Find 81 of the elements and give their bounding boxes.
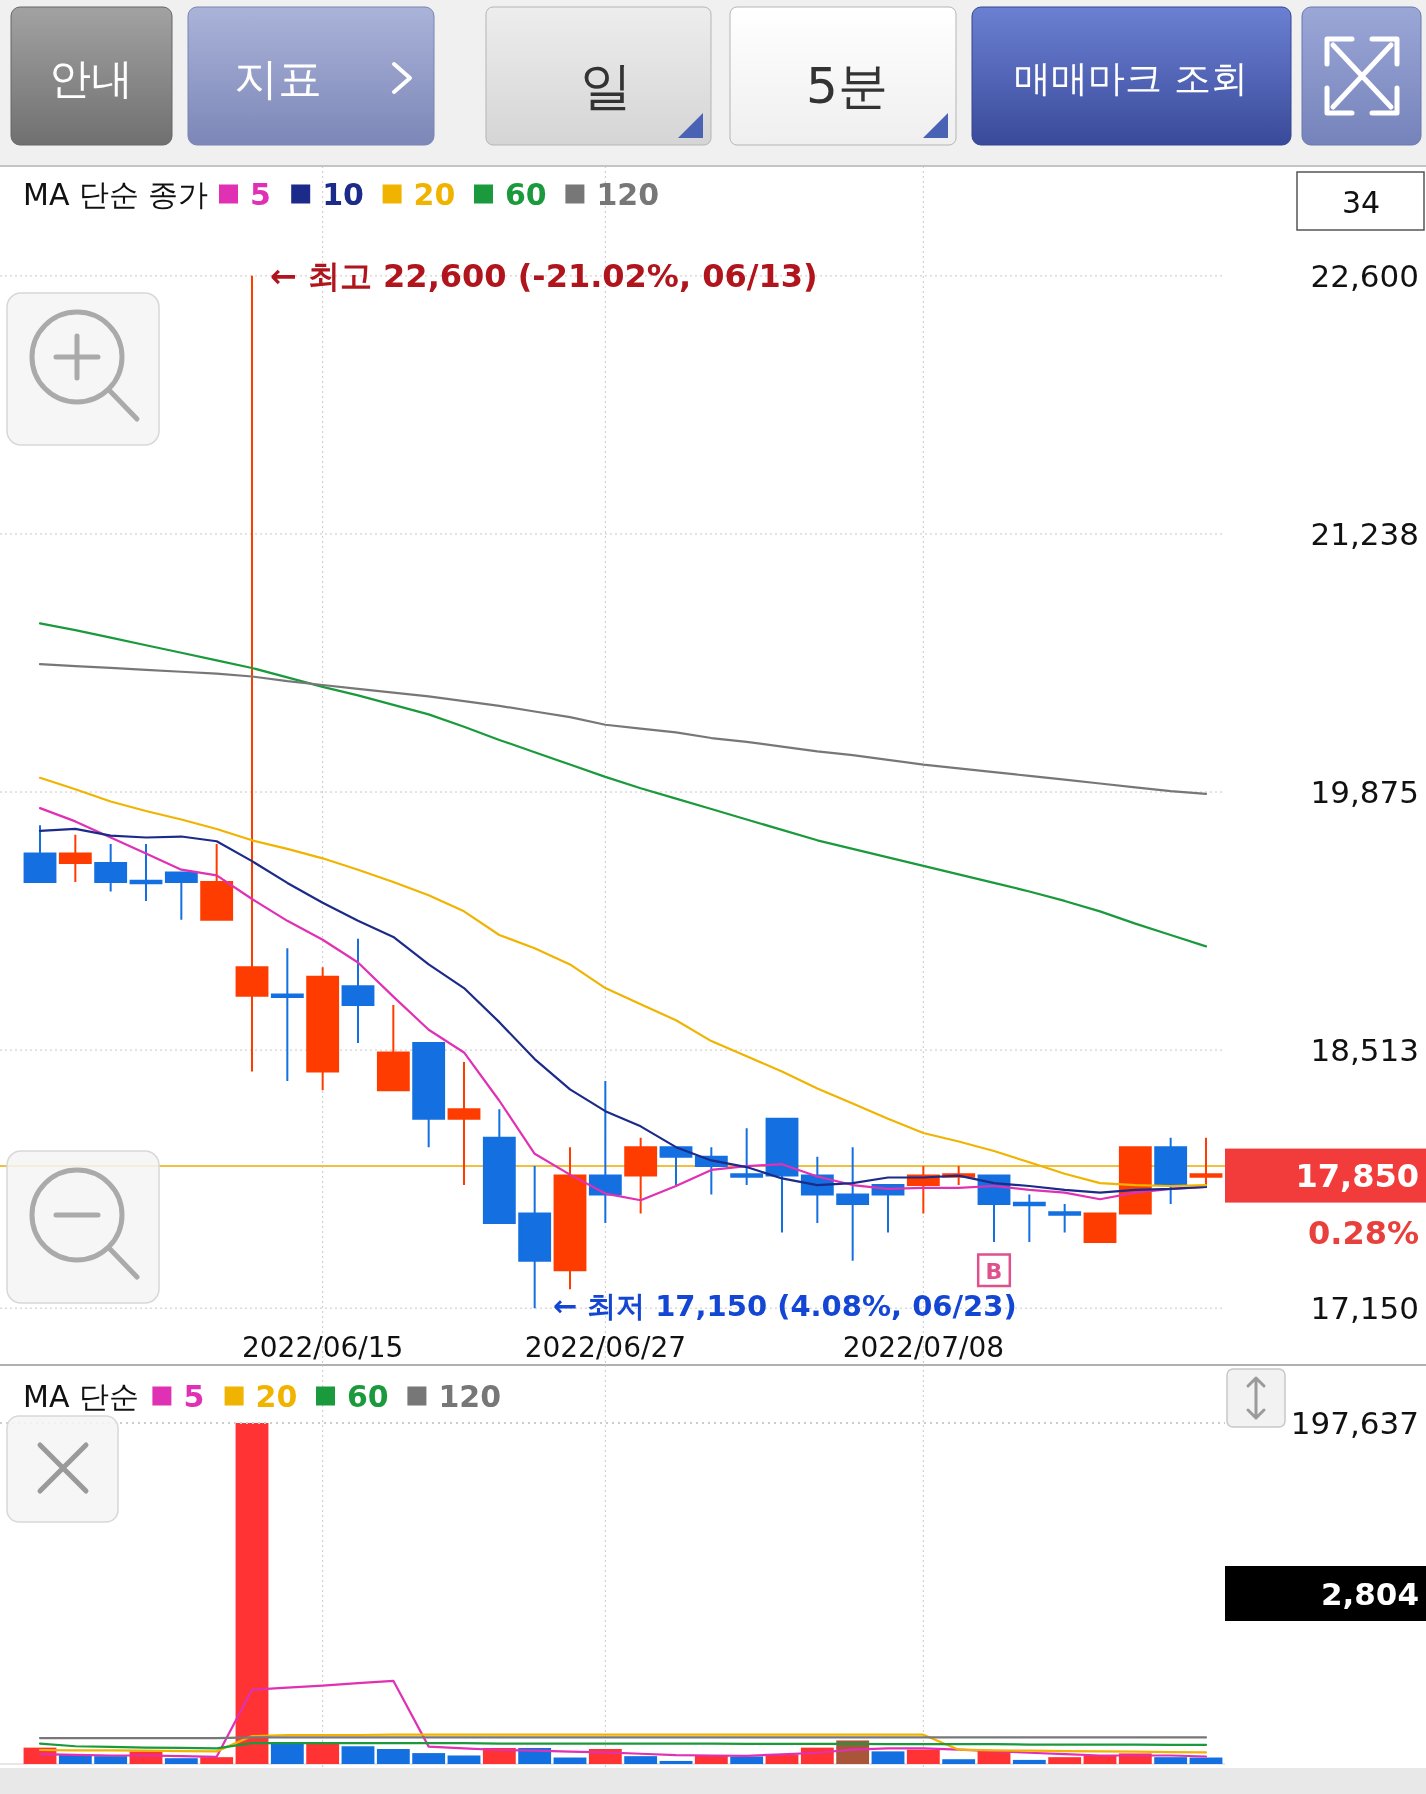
bar [871, 1751, 905, 1764]
bar [659, 1760, 693, 1764]
legend-title: MA 단순 [23, 1378, 139, 1414]
legend-title: MA 단순 종가 [23, 176, 209, 212]
bar [200, 1757, 234, 1764]
text: 0.28% [1307, 1213, 1419, 1252]
candlestick [482, 1108, 516, 1224]
text: 197,637 [1290, 1405, 1419, 1441]
legend-label: 5 [250, 176, 271, 212]
text: 2,804 [1320, 1576, 1419, 1612]
bar [1189, 1757, 1223, 1764]
bar [447, 1755, 481, 1764]
candlestick [412, 1041, 446, 1149]
bar [412, 1753, 446, 1764]
annotation: ← 최고 22,600 (-21.02%, 06/13) [270, 256, 818, 295]
y-tick-label: 19,875 [1310, 774, 1419, 811]
x-tick-label: 2022/07/08 [842, 1330, 1005, 1364]
text: 17,850 [1295, 1156, 1419, 1195]
bar [94, 1756, 128, 1764]
text: 일 [580, 56, 632, 116]
legend-label: 10 [322, 176, 364, 212]
candlestick [730, 1127, 764, 1187]
text: 지표 [234, 52, 322, 104]
bar [164, 1758, 198, 1764]
candlestick [1083, 1212, 1117, 1243]
text: 매매마크 조회 [1014, 56, 1248, 100]
legend-label: 120 [596, 176, 660, 212]
bar [1048, 1757, 1082, 1764]
candlestick [1118, 1146, 1152, 1215]
bar [942, 1759, 976, 1764]
y-tick-label: 18,513 [1310, 1032, 1419, 1069]
bar [235, 1423, 269, 1764]
legend-label: 60 [347, 1378, 389, 1414]
bar [376, 1749, 410, 1764]
text: 안내 [49, 53, 133, 103]
legend-label: 20 [413, 176, 456, 212]
candlestick [23, 824, 57, 883]
candlestick [200, 843, 234, 921]
bar [906, 1749, 940, 1764]
legend-label: 5 [183, 1378, 205, 1414]
candlestick [518, 1165, 552, 1310]
bar [624, 1756, 658, 1764]
candlestick [235, 274, 269, 1073]
bar [270, 1743, 304, 1764]
x-tick-label: 2022/06/15 [241, 1330, 404, 1364]
y-tick-label: 22,600 [1310, 257, 1419, 294]
data-label: B [985, 1258, 1003, 1284]
candlestick [1154, 1136, 1188, 1205]
candlestick [306, 966, 340, 1092]
legend-label: 20 [255, 1378, 298, 1414]
bar [1012, 1759, 1046, 1764]
candlestick [270, 947, 304, 1082]
line-series [38, 622, 1208, 948]
bar [306, 1743, 340, 1764]
bar [553, 1757, 587, 1764]
candlestick [624, 1136, 658, 1215]
text: 5분 [806, 57, 888, 115]
candlestick [1012, 1193, 1046, 1243]
candlestick [836, 1146, 870, 1262]
candlestick [765, 1117, 799, 1234]
candlestick [588, 1079, 622, 1224]
candlestick [376, 1004, 410, 1092]
candlestick [447, 1060, 481, 1187]
candlestick [129, 843, 163, 902]
candlestick [94, 843, 128, 893]
x-tick-label: 2022/06/27 [524, 1330, 687, 1364]
candlestick [164, 871, 198, 921]
legend-label: 60 [505, 176, 547, 212]
legend-label: 120 [438, 1378, 502, 1414]
y-tick-label: 21,238 [1310, 515, 1419, 552]
candlestick [1048, 1203, 1082, 1234]
y-tick-label: 17,150 [1310, 1290, 1419, 1327]
text: 34 [1341, 184, 1381, 220]
candlestick [553, 1146, 587, 1291]
annotation: ← 최저 17,150 (4.08%, 06/23) [552, 1289, 1017, 1324]
bar [1154, 1757, 1188, 1764]
candlestick [341, 937, 375, 1044]
line-series [38, 663, 1208, 796]
candlestick [1189, 1136, 1223, 1187]
candlestick [58, 833, 92, 883]
bar [341, 1746, 375, 1764]
